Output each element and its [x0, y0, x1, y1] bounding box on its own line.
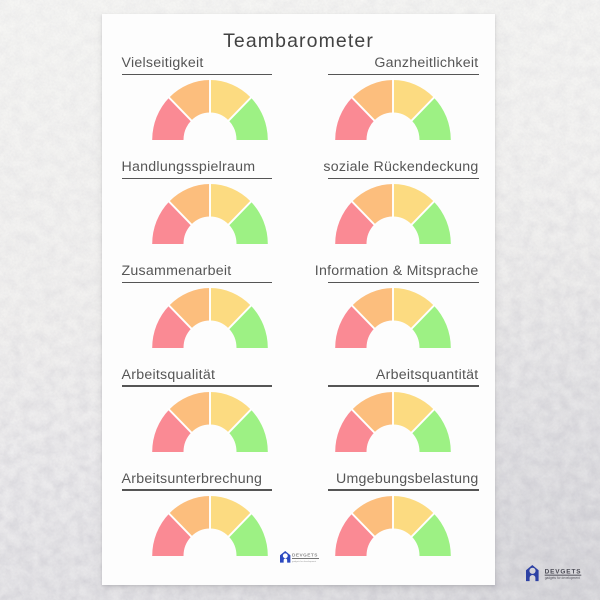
svg-text:DEVGETS: DEVGETS: [292, 552, 318, 557]
svg-text:DEVGETS: DEVGETS: [545, 568, 582, 575]
svg-text:gadgets for development: gadgets for development: [292, 560, 316, 563]
svg-text:gadgets for development: gadgets for development: [545, 576, 580, 580]
